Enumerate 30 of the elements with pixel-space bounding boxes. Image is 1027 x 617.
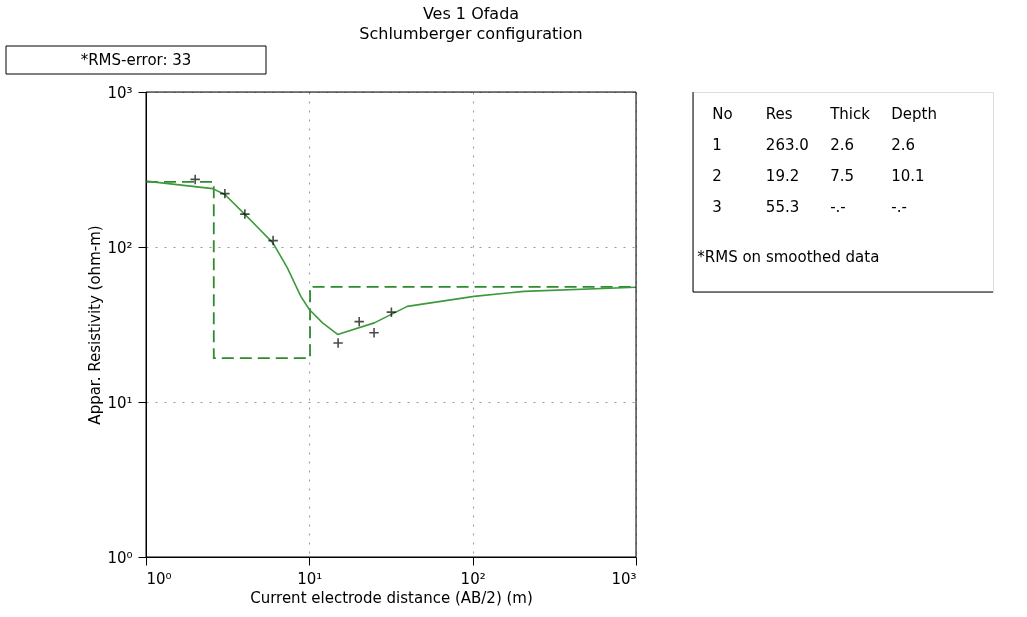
- x-axis-title: Current electrode distance (AB/2) (m): [250, 588, 533, 607]
- text: 10.1: [891, 167, 925, 185]
- text: 55.3: [765, 198, 800, 216]
- chart-title: Ves 1 Ofada: [422, 3, 520, 23]
- chart-subtitle: Schlumberger configuration: [359, 23, 583, 43]
- y-tick-label: 10⁰: [107, 548, 133, 567]
- x-tick-label: 10³: [611, 569, 637, 588]
- text: Res: [765, 105, 793, 123]
- y-tick-label: 10²: [107, 238, 133, 257]
- text: 1: [712, 136, 722, 154]
- text: Depth: [891, 105, 937, 123]
- x-tick-label: 10¹: [297, 569, 323, 588]
- text: -.-: [891, 198, 907, 216]
- text: *RMS-error: 33: [80, 51, 192, 69]
- y-tick-label: 10³: [107, 83, 133, 102]
- text: Thick: [829, 105, 871, 123]
- x-tick-label: 10²: [460, 569, 486, 588]
- text: 2: [712, 167, 722, 185]
- text: 7.5: [830, 167, 854, 185]
- text: *RMS on smoothed data: [697, 247, 880, 266]
- text: 2.6: [830, 136, 854, 154]
- y-axis-title: Appar. Resistivity (ohm-m): [86, 225, 105, 425]
- text: 19.2: [765, 167, 800, 185]
- text: 2.6: [891, 136, 916, 154]
- y-tick-label: 10¹: [107, 393, 133, 412]
- x-tick-label: 10⁰: [146, 569, 172, 588]
- text: 263.0: [765, 136, 809, 154]
- text: 3: [712, 198, 722, 216]
- text: No: [712, 105, 733, 123]
- text: -.-: [830, 198, 846, 216]
